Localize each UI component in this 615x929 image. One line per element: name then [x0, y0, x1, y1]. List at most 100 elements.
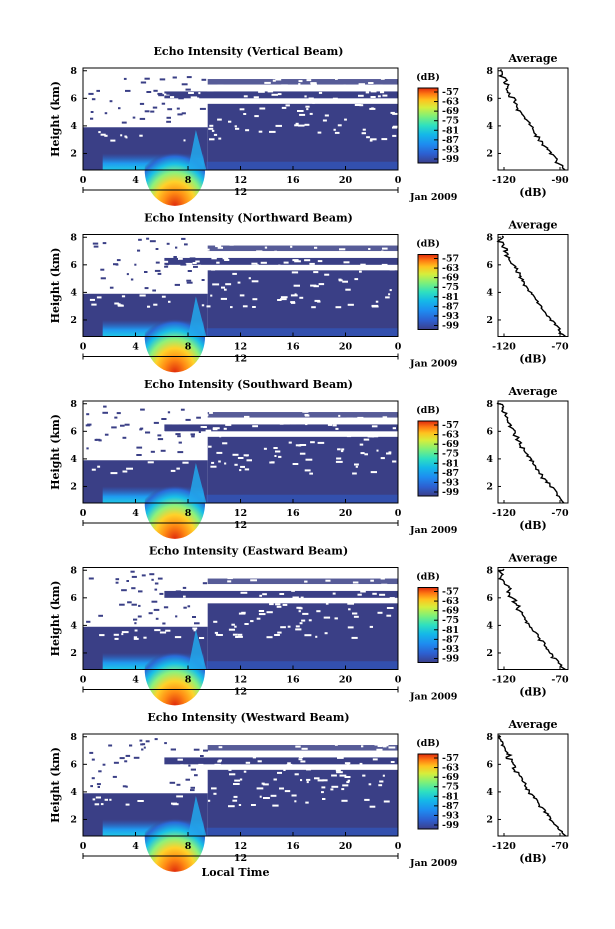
echo-speckle — [112, 775, 117, 778]
echo-speckle — [155, 248, 159, 250]
echo-speckle — [201, 279, 205, 281]
data-gap — [379, 593, 386, 596]
data-gap — [87, 81, 93, 84]
data-gap — [279, 422, 284, 425]
data-gap — [271, 461, 275, 464]
data-gap — [235, 127, 240, 130]
data-gap — [352, 472, 357, 475]
echo-speckle — [180, 263, 187, 266]
data-gap — [225, 283, 232, 286]
echo-streak — [188, 796, 207, 836]
data-gap — [153, 303, 158, 306]
data-gap — [252, 425, 258, 428]
echo-speckle — [158, 94, 164, 97]
echo-speckle — [176, 783, 181, 786]
data-gap — [346, 781, 350, 784]
data-gap — [129, 417, 136, 420]
data-gap — [134, 586, 142, 589]
x-tick-label: 0 — [395, 508, 402, 519]
data-gap — [112, 413, 118, 416]
data-gap — [144, 426, 147, 429]
data-gap — [143, 748, 147, 751]
data-gap — [313, 271, 319, 274]
data-gap — [243, 454, 249, 457]
echo-speckle — [149, 240, 156, 243]
echo-speckle — [170, 748, 176, 751]
data-gap — [368, 82, 374, 84]
x-tick-label: 0 — [80, 508, 87, 519]
echo-speckle — [115, 581, 119, 584]
data-gap — [244, 415, 250, 418]
data-gap — [216, 451, 223, 454]
average-title: Average — [507, 52, 557, 65]
data-gap — [91, 423, 94, 426]
data-gap — [380, 77, 385, 80]
echo-speckle — [203, 749, 208, 752]
data-gap — [185, 744, 190, 747]
data-gap — [370, 579, 374, 582]
data-gap — [304, 123, 310, 126]
data-gap — [133, 420, 138, 423]
data-gap — [357, 593, 362, 596]
data-gap — [224, 462, 227, 465]
x-tick-label: 4 — [132, 175, 139, 186]
data-gap — [279, 787, 284, 790]
colorbar-tick-label: -99 — [442, 487, 460, 498]
echo-speckle — [176, 107, 180, 110]
data-gap — [211, 256, 217, 258]
data-gap — [343, 84, 346, 87]
beam-panel: Echo Intensity (Southward Beam) 2 4 6 8 Heigh… — [49, 378, 569, 539]
echo-speckle — [178, 97, 184, 100]
data-gap — [363, 438, 370, 441]
data-gap — [96, 296, 102, 299]
data-gap — [192, 262, 197, 264]
data-gap — [310, 441, 315, 444]
data-gap — [361, 132, 366, 135]
echo-streak — [188, 629, 207, 670]
data-gap — [380, 577, 385, 580]
beam-panel: Echo Intensity (Westward Beam) 2 4 6 8 Height… — [49, 711, 569, 872]
data-gap — [275, 450, 281, 453]
echo-speckle — [122, 785, 127, 788]
data-gap — [388, 451, 392, 454]
data-gap — [117, 303, 121, 306]
data-gap — [269, 265, 274, 268]
y-tick-label: 4 — [70, 454, 77, 465]
echo-trailing-band — [206, 827, 398, 836]
data-gap — [363, 752, 367, 755]
data-gap — [147, 461, 154, 464]
data-gap — [238, 804, 242, 806]
data-gap — [89, 416, 93, 419]
colorbar-tick-label: -99 — [442, 154, 460, 165]
data-gap — [277, 299, 282, 301]
data-gap — [244, 468, 250, 471]
echo-speckle — [154, 582, 159, 585]
colorbar-tick-label: -81 — [442, 625, 459, 636]
echo-speckle — [118, 107, 121, 110]
data-gap — [209, 411, 213, 414]
y-tick-label: 8 — [70, 232, 77, 243]
data-gap — [365, 599, 372, 602]
data-gap — [354, 278, 359, 281]
colorbar-tick-label: -75 — [442, 449, 459, 460]
data-gap — [162, 260, 169, 263]
echo-speckle — [109, 286, 114, 289]
data-gap — [149, 754, 153, 757]
echo-speckle — [136, 454, 142, 456]
echo-speckle — [113, 263, 118, 266]
echo-trailing-band — [206, 161, 398, 170]
data-gap — [258, 610, 265, 612]
echo-streak — [188, 463, 207, 503]
data-gap — [183, 595, 186, 598]
data-gap — [212, 283, 220, 286]
y-tick-label: 8 — [70, 565, 77, 576]
data-gap — [388, 746, 396, 749]
data-gap — [392, 112, 398, 115]
data-gap — [287, 625, 291, 628]
data-gap — [228, 805, 235, 808]
avg-y-tick-label: 6 — [486, 759, 493, 770]
data-gap — [299, 296, 304, 299]
data-gap — [224, 259, 230, 261]
data-gap — [266, 636, 273, 639]
data-gap — [340, 450, 344, 453]
